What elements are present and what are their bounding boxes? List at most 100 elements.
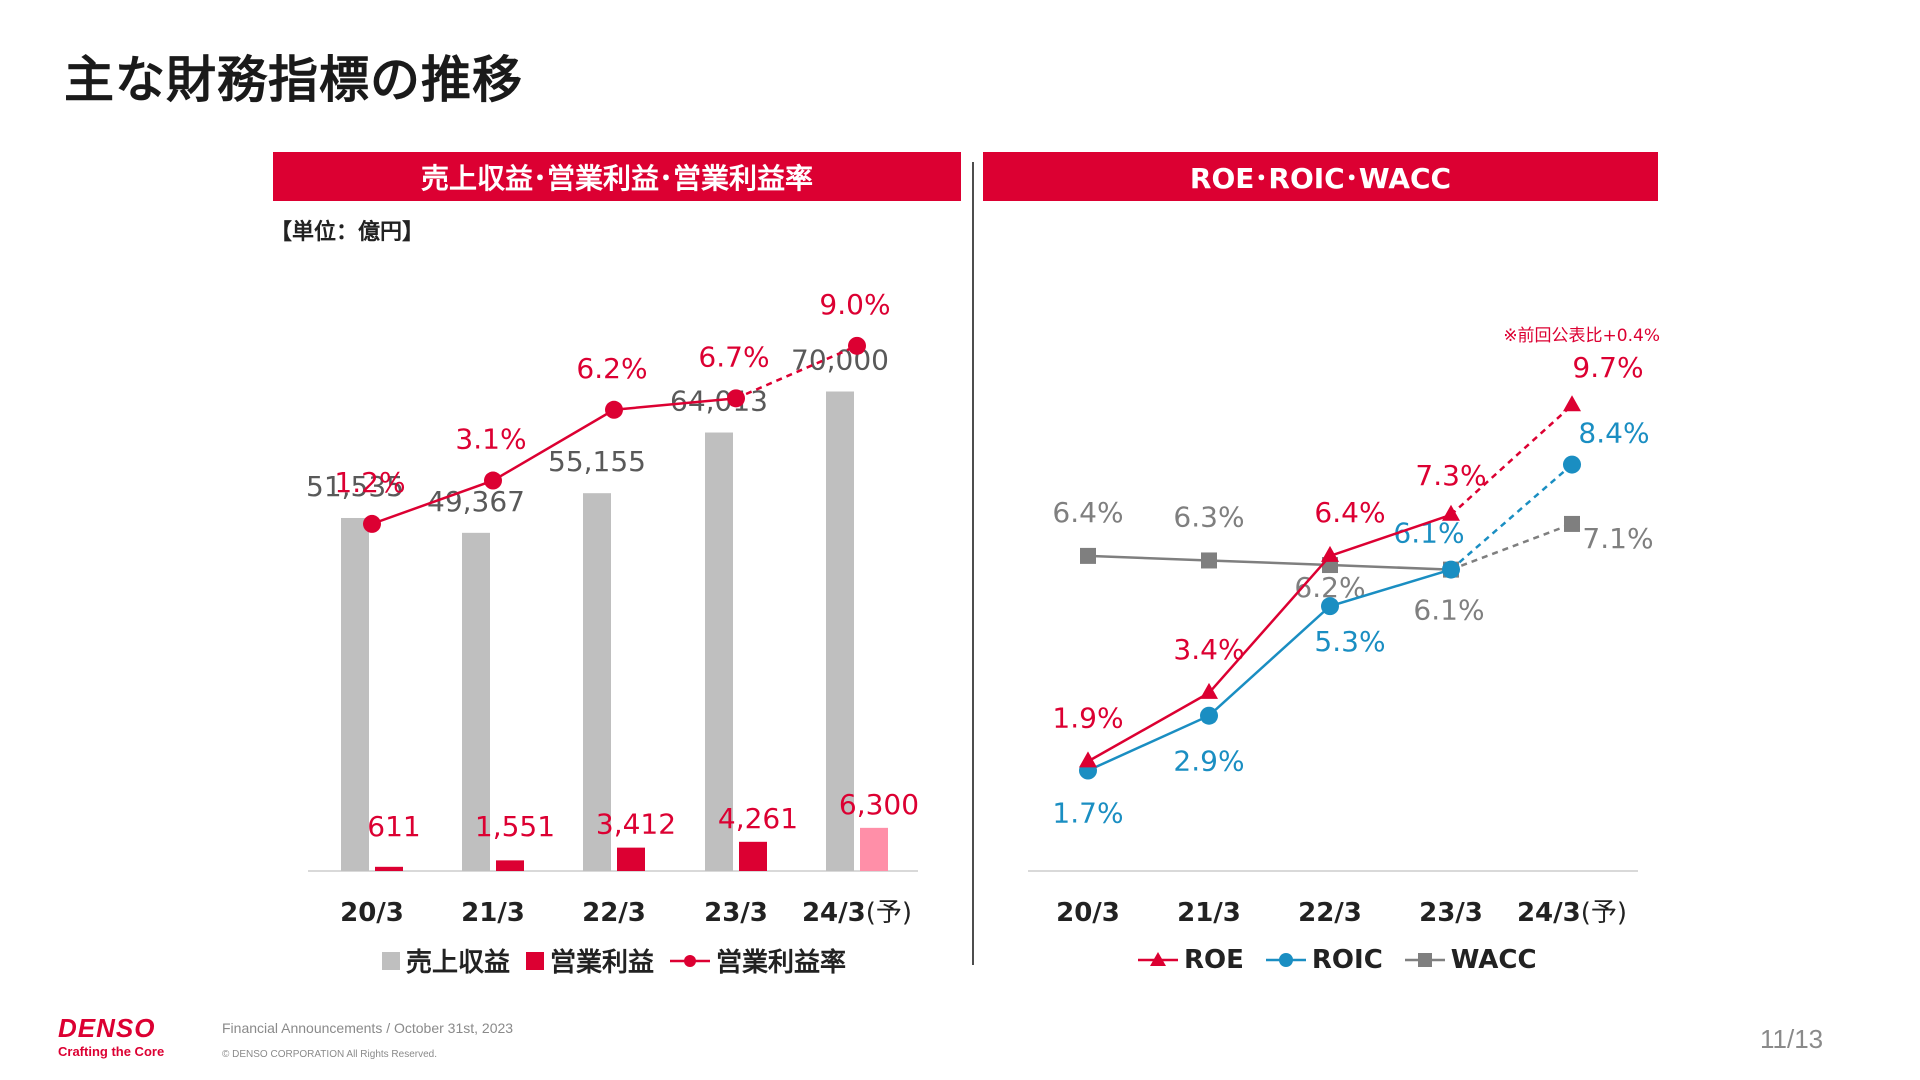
roe-label: 6.4% bbox=[1314, 496, 1385, 529]
operating-profit-bar bbox=[860, 827, 888, 871]
legend-item-operating-margin: 営業利益率 bbox=[670, 942, 846, 979]
operating-profit-bar bbox=[496, 860, 524, 871]
roic-label: 8.4% bbox=[1578, 417, 1649, 450]
legend-item-operating-profit: 営業利益 bbox=[526, 942, 654, 979]
wacc-label: 6.3% bbox=[1173, 500, 1244, 533]
panel-divider bbox=[972, 162, 974, 965]
operating-profit-label: 4,261 bbox=[718, 802, 798, 835]
operating-margin-point bbox=[727, 389, 745, 408]
roic-point bbox=[1442, 560, 1460, 579]
wacc-label: 6.4% bbox=[1052, 496, 1123, 529]
revenue-label: 49,367 bbox=[427, 485, 525, 518]
roe-point bbox=[1442, 504, 1460, 521]
legend-label-wacc: WACC bbox=[1450, 945, 1537, 975]
x-tick-label: 24/3(予) bbox=[802, 898, 912, 928]
page-title: 主な財務指標の推移 bbox=[64, 51, 523, 109]
left-legend: 売上収益 営業利益 営業利益率 bbox=[382, 942, 846, 979]
operating-margin-point bbox=[605, 400, 623, 419]
legend-item-roe: ROE bbox=[1138, 945, 1244, 975]
right-legend: ROE ROIC WACC bbox=[1138, 945, 1537, 975]
operating-margin-label: 6.2% bbox=[576, 352, 647, 385]
wacc-point bbox=[1564, 515, 1580, 532]
forecast-suffix: (予) bbox=[866, 898, 912, 928]
roe-point bbox=[1563, 395, 1581, 412]
legend-item-wacc: WACC bbox=[1404, 945, 1537, 975]
left-panel-header: 売上収益･営業利益･営業利益率 bbox=[273, 152, 961, 201]
roe-point bbox=[1321, 545, 1339, 562]
brand-name: DENSO bbox=[58, 1013, 156, 1043]
unit-label: 【単位：億円】 bbox=[270, 220, 425, 245]
roe-label: 7.3% bbox=[1415, 459, 1486, 492]
roe-forecast-line bbox=[1450, 404, 1573, 516]
operating-profit-label: 6,300 bbox=[839, 788, 919, 821]
roic-point bbox=[1563, 455, 1581, 474]
revenue-bar bbox=[826, 391, 854, 871]
roic-label: 5.3% bbox=[1314, 625, 1385, 658]
brand-tagline: Crafting the Core bbox=[58, 1044, 165, 1059]
wacc-label: 6.1% bbox=[1413, 594, 1484, 627]
legend-swatch-wacc bbox=[1404, 953, 1445, 967]
footer-copyright: © DENSO CORPORATION All Rights Reserved. bbox=[222, 1049, 438, 1060]
legend-swatch-operating-margin bbox=[670, 954, 711, 967]
roic-line bbox=[1087, 568, 1452, 772]
revenue-bar bbox=[341, 517, 369, 871]
roic-point bbox=[1321, 597, 1339, 616]
legend-item-roic: ROIC bbox=[1265, 945, 1383, 975]
legend-label-roic: ROIC bbox=[1311, 945, 1383, 975]
legend-swatch-roe bbox=[1138, 952, 1178, 966]
revenue-label: 51,535 bbox=[306, 470, 404, 503]
revenue-bar bbox=[462, 532, 490, 871]
operating-profit-label: 1,551 bbox=[475, 810, 555, 843]
operating-margin-point bbox=[848, 336, 866, 355]
revenue-bar bbox=[705, 432, 733, 871]
forecast-note: ※前回公表比+0.4% bbox=[1503, 326, 1660, 346]
legend-swatch-operating-profit bbox=[526, 951, 545, 970]
operating-margin-line bbox=[371, 397, 737, 526]
roe-point bbox=[1200, 682, 1218, 699]
operating-margin-point bbox=[363, 514, 381, 533]
operating-margin-label: 1.2% bbox=[334, 466, 405, 499]
x-tick-label: 20/3 bbox=[1056, 898, 1120, 928]
x-tick-label: 21/3 bbox=[461, 898, 525, 928]
x-tick-label: 23/3 bbox=[704, 898, 768, 928]
legend-label-operating-margin: 営業利益率 bbox=[716, 948, 847, 978]
legend-label-revenue: 売上収益 bbox=[406, 948, 511, 978]
legend-swatch-roic bbox=[1265, 953, 1306, 967]
page-number: 11/13 bbox=[1760, 1024, 1824, 1054]
legend-label-operating-profit: 営業利益 bbox=[550, 948, 655, 978]
roe-point bbox=[1079, 751, 1097, 768]
roe-line bbox=[1087, 513, 1452, 763]
x-tick-label: 20/3 bbox=[340, 898, 404, 928]
operating-profit-bar bbox=[739, 841, 767, 871]
revenue-label: 55,155 bbox=[548, 445, 646, 478]
operating-profit-bar bbox=[375, 866, 403, 871]
roic-label: 1.7% bbox=[1052, 797, 1123, 830]
roe-label: 1.9% bbox=[1052, 701, 1123, 734]
x-tick-label: 22/3 bbox=[1298, 898, 1362, 928]
roic-forecast-line bbox=[1450, 463, 1573, 571]
roic-label: 2.9% bbox=[1173, 745, 1244, 778]
x-tick-label: 21/3 bbox=[1177, 898, 1241, 928]
wacc-forecast-line bbox=[1450, 522, 1573, 571]
operating-margin-point bbox=[484, 471, 502, 490]
operating-profit-label: 3,412 bbox=[596, 808, 676, 841]
x-tick-label: 24/3(予) bbox=[1517, 898, 1627, 928]
roe-label: 9.7% bbox=[1572, 351, 1643, 384]
footer-info: Financial Announcements / October 31st, … bbox=[222, 1020, 514, 1036]
roe-label: 3.4% bbox=[1173, 633, 1244, 666]
operating-profit-bar bbox=[617, 847, 645, 871]
wacc-point bbox=[1080, 547, 1096, 564]
wacc-line bbox=[1087, 554, 1452, 571]
roic-point bbox=[1200, 706, 1218, 725]
right-panel-header: ROE･ROIC･WACC bbox=[983, 152, 1658, 201]
wacc-label: 7.1% bbox=[1582, 522, 1653, 555]
wacc-point bbox=[1201, 552, 1217, 569]
forecast-suffix: (予) bbox=[1581, 898, 1627, 928]
x-tick-label: 23/3 bbox=[1419, 898, 1483, 928]
legend-swatch-revenue bbox=[382, 951, 400, 970]
operating-margin-label: 6.7% bbox=[698, 340, 769, 373]
revenue-bar bbox=[583, 493, 611, 871]
operating-margin-label: 9.0% bbox=[819, 288, 890, 321]
